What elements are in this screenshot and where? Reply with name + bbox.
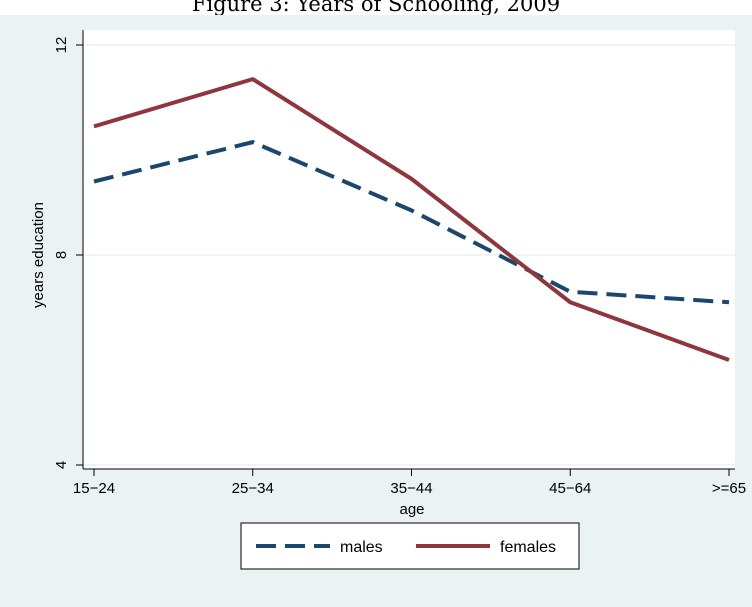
x-tick-label: 25−34 xyxy=(232,480,274,497)
legend-items: males females xyxy=(256,539,556,556)
series-line-males xyxy=(93,140,730,305)
y-tick-label: 12 xyxy=(53,37,70,54)
x-tick-label: 15−24 xyxy=(73,480,115,497)
series-line-females xyxy=(93,77,730,362)
plot-area xyxy=(83,30,735,469)
x-tick-label: >=65 xyxy=(712,480,746,497)
y-axis-title: years education xyxy=(30,202,47,308)
y-axis-ticks: 4 8 12 xyxy=(53,37,83,469)
x-axis-ticks: 15−24 25−34 35−44 45−64 >=65 xyxy=(73,469,746,497)
gridlines xyxy=(83,44,735,466)
x-tick-label: 45−64 xyxy=(549,480,591,497)
legend-label-males: males xyxy=(340,539,383,556)
x-tick-label: 35−44 xyxy=(390,480,432,497)
x-axis-title: age xyxy=(399,501,424,518)
series-lines xyxy=(93,77,730,362)
y-tick-label: 4 xyxy=(53,461,70,469)
chart-panel: 4 8 12 15−24 25−34 35−44 45−64 >=65 age years … xyxy=(0,15,752,607)
legend-label-females: females xyxy=(500,539,556,556)
figure-title: Figure 3: Years of Schooling, 2009 xyxy=(191,0,561,16)
line-chart: 4 8 12 15−24 25−34 35−44 45−64 >=65 age years … xyxy=(30,30,746,570)
legend: males females xyxy=(240,522,580,570)
y-tick-label: 8 xyxy=(53,251,70,259)
